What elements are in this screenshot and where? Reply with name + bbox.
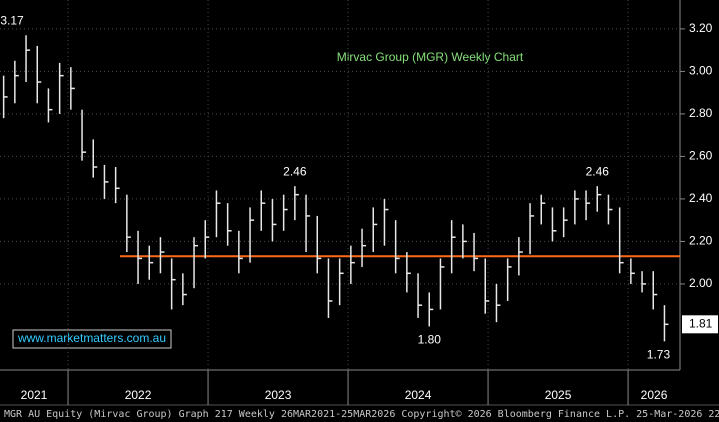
low-label: 1.73 bbox=[647, 347, 671, 361]
x-tick-label: 2023 bbox=[265, 388, 292, 402]
x-tick-label: 2026 bbox=[641, 388, 668, 402]
high-label: 2.46 bbox=[586, 164, 610, 178]
y-tick-label: 3.00 bbox=[689, 64, 713, 78]
y-tick-label: 2.60 bbox=[689, 149, 713, 163]
chart-title: Mirvac Group (MGR) Weekly Chart bbox=[337, 50, 524, 64]
last-price-box bbox=[682, 315, 718, 334]
y-tick-label: 3.20 bbox=[689, 21, 713, 35]
last-price-label: 1.81 bbox=[689, 316, 713, 330]
high-label: 3.17 bbox=[0, 13, 24, 27]
x-tick-label: 2025 bbox=[545, 388, 572, 402]
y-tick-label: 2.20 bbox=[689, 234, 713, 248]
high-label: 2.46 bbox=[283, 164, 307, 178]
low-label: 1.80 bbox=[418, 333, 442, 347]
watermark: www.marketmatters.com.au bbox=[17, 331, 166, 345]
y-tick-label: 2.80 bbox=[689, 106, 713, 120]
x-tick-label: 2021 bbox=[21, 388, 48, 402]
watermark-box bbox=[12, 329, 172, 349]
y-tick-label: 2.40 bbox=[689, 191, 713, 205]
y-tick-label: 2.00 bbox=[689, 276, 713, 290]
x-tick-label: 2024 bbox=[405, 388, 432, 402]
x-tick-label: 2022 bbox=[125, 388, 152, 402]
footer: MGR AU Equity (Mirvac Group) Graph 217 W… bbox=[4, 409, 719, 420]
